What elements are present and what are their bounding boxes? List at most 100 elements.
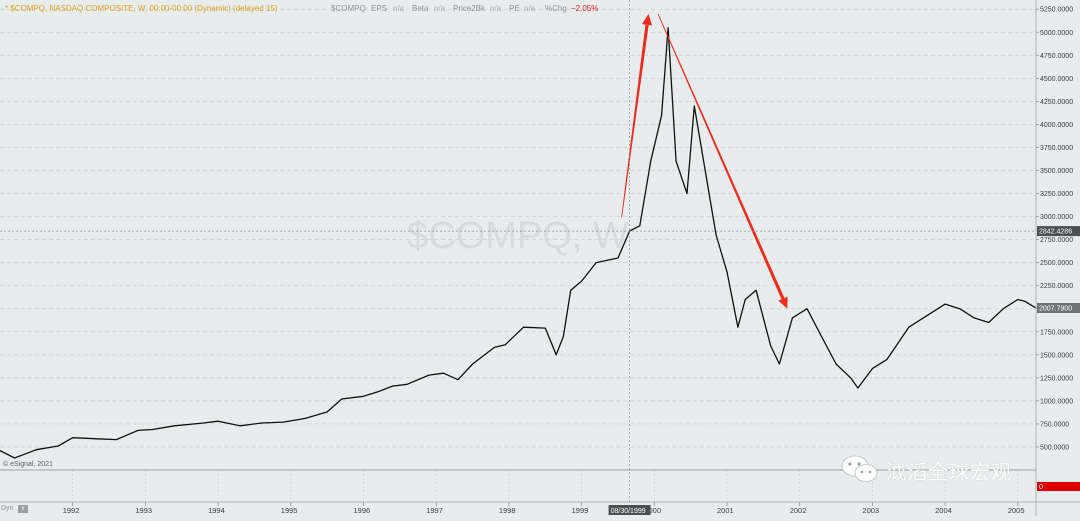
trend-arrows — [621, 13, 788, 309]
price-point — [693, 105, 695, 107]
price-point — [595, 262, 597, 264]
price-point — [744, 299, 746, 301]
price-axis-ticks: 500.0000 750.0000 1000.0000 1250.0000 1500.0… — [1036, 7, 1073, 451]
x-tick-label: 1993 — [135, 506, 152, 515]
x-tick-label: 1998 — [499, 506, 516, 515]
x-tick-label: 1994 — [208, 506, 225, 515]
y-tick-label: 1500.0000 — [1040, 352, 1073, 359]
price-point — [203, 422, 205, 424]
price-point — [283, 421, 285, 423]
price-point — [217, 420, 219, 422]
price-point — [944, 303, 946, 305]
axis-value-labels: 2842.4286 08/30/1999 2007.7900 0 — [608, 226, 1080, 515]
price-point — [791, 317, 793, 319]
price-point — [806, 308, 808, 310]
header-pe-value: n/a — [524, 4, 536, 13]
header-beta-value: n/a — [434, 4, 446, 13]
price-point — [442, 372, 444, 374]
price-point — [555, 354, 557, 356]
price-point — [857, 387, 859, 389]
publisher-watermark: 泧滔全球宏观 — [840, 450, 1060, 486]
price-point — [341, 398, 343, 400]
y-tick-label: 750.0000 — [1040, 421, 1069, 428]
price-point — [973, 317, 975, 319]
trend-arrow-shaft — [657, 13, 785, 300]
header-eps-value: n/a — [393, 4, 405, 13]
price-point — [544, 327, 546, 329]
price-point — [304, 417, 306, 419]
price-point — [686, 193, 688, 195]
header-eps-label: EPS — [371, 4, 388, 13]
price-point — [0, 450, 1, 452]
price-point — [562, 335, 564, 337]
indicator-marker-box — [1037, 482, 1080, 491]
price-point — [1024, 300, 1026, 302]
header-beta-label: Beta — [412, 4, 429, 13]
price-point — [704, 169, 706, 171]
price-point — [406, 383, 408, 385]
price-point — [94, 438, 96, 440]
indicator-marker-label: 0 — [1039, 484, 1043, 491]
price-point — [715, 234, 717, 236]
price-point — [504, 344, 506, 346]
price-point — [457, 379, 459, 381]
price-point — [57, 445, 59, 447]
price-point — [908, 326, 910, 328]
y-tick-label: 4250.0000 — [1040, 99, 1073, 106]
header-symbol: $COMPQ — [331, 4, 366, 13]
price-point — [239, 425, 241, 427]
price-point — [261, 422, 263, 424]
x-tick-label: 2005 — [1008, 506, 1025, 515]
y-tick-label: 2250.0000 — [1040, 283, 1073, 290]
y-tick-label: 3250.0000 — [1040, 191, 1073, 198]
price-point — [778, 363, 780, 365]
x-tick-label: 1995 — [281, 506, 298, 515]
y-tick-label: 3000.0000 — [1040, 214, 1073, 221]
x-tick-label: 1997 — [426, 506, 443, 515]
price-point — [493, 346, 495, 348]
price-point — [675, 160, 677, 162]
y-tick-label: 2750.0000 — [1040, 237, 1073, 244]
price-point — [959, 308, 961, 310]
price-point — [522, 326, 524, 328]
y-tick-label: 500.0000 — [1040, 444, 1069, 451]
x-tick-label: 2004 — [935, 506, 952, 515]
price-point — [1002, 308, 1004, 310]
price-point — [871, 368, 873, 370]
price-point — [737, 326, 739, 328]
price-point — [930, 312, 932, 314]
interval-toggle-button[interactable]: h — [18, 505, 28, 513]
chart-title: * $COMPQ, NASDAQ COMPOSITE, W, 00:00-00:… — [5, 4, 278, 13]
price-point — [886, 358, 888, 360]
x-tick-label: 2000 — [644, 506, 661, 515]
x-tick-label: 1999 — [572, 506, 589, 515]
price-point — [35, 449, 37, 451]
x-tick-label: 2001 — [717, 506, 734, 515]
price-point — [363, 395, 365, 397]
x-tick-label: 2002 — [790, 506, 807, 515]
y-tick-label: 5250.0000 — [1040, 7, 1073, 14]
last-price-label: 2007.7900 — [1039, 306, 1072, 313]
y-tick-label: 4750.0000 — [1040, 53, 1073, 60]
x-tick-label: 1996 — [354, 506, 371, 515]
price-point — [428, 374, 430, 376]
crosshair-date-label: 08/30/1999 — [611, 508, 646, 515]
crosshair — [0, 0, 1036, 502]
price-point — [661, 114, 663, 116]
dynamic-mode-label[interactable]: Dyn — [1, 505, 14, 512]
y-tick-label: 3750.0000 — [1040, 145, 1073, 152]
price-point — [115, 439, 117, 441]
price-point — [850, 377, 852, 379]
y-tick-label: 4000.0000 — [1040, 122, 1073, 129]
price-point — [1017, 299, 1019, 301]
price-point — [152, 428, 154, 430]
price-point — [326, 411, 328, 413]
price-point — [137, 429, 139, 431]
header-price2bk-label: Price2Bk — [453, 4, 486, 13]
trend-arrow-head — [642, 13, 653, 26]
price-series — [0, 27, 1037, 459]
